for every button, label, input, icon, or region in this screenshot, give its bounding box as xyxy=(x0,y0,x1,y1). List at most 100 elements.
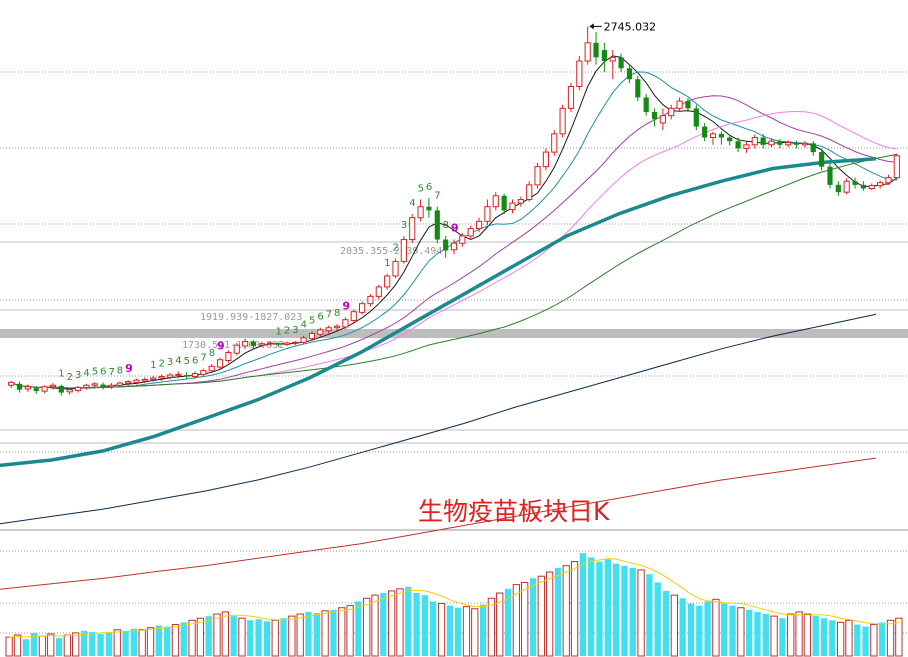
candle xyxy=(709,131,717,145)
volume-bar xyxy=(803,613,812,657)
td-count-label: 8 xyxy=(117,366,123,377)
candle xyxy=(100,382,106,390)
td-count-label: 5 xyxy=(92,366,98,377)
volume-bar xyxy=(97,633,104,656)
candle xyxy=(58,384,64,396)
candle-body xyxy=(24,386,31,390)
candle-body xyxy=(325,327,332,332)
candle xyxy=(467,225,474,240)
td-count-label: 6 xyxy=(100,366,106,377)
volume-bar xyxy=(405,586,412,656)
volume-bar xyxy=(30,632,38,656)
volume-bar xyxy=(5,636,13,657)
td-count-label: 3 xyxy=(167,357,173,368)
td-count-label: 3 xyxy=(292,325,298,336)
peak-label: 2745.032 xyxy=(604,20,657,33)
candle xyxy=(242,338,249,349)
candle-body xyxy=(33,388,39,392)
volume-bar xyxy=(38,635,47,657)
volume-bar xyxy=(305,611,312,656)
candle xyxy=(443,235,449,258)
volume-bar xyxy=(454,607,462,656)
candle-body xyxy=(375,286,382,297)
candle xyxy=(184,372,190,380)
volume-bar xyxy=(471,608,479,657)
grid-lines xyxy=(0,71,908,634)
td-count-label: 8 xyxy=(209,348,215,359)
volume-bar xyxy=(820,618,828,656)
volume-bar xyxy=(545,571,554,657)
candle xyxy=(450,239,458,255)
candle-body xyxy=(735,141,741,149)
candle-body xyxy=(350,311,357,321)
td-count-label: 7 xyxy=(434,191,440,202)
td-count-label: 5 xyxy=(184,356,190,367)
candle-body xyxy=(626,68,633,80)
candle-body xyxy=(534,166,541,186)
volume-bar xyxy=(22,639,29,656)
band-lines: 2035.355-2039.494 1919.939-1827.023 1730.5… xyxy=(0,241,908,444)
candle xyxy=(83,383,90,390)
volume-bar xyxy=(754,611,761,656)
candle-body xyxy=(49,384,57,388)
volume-bar xyxy=(654,582,661,656)
candle-body xyxy=(317,329,324,335)
volume-bar xyxy=(787,613,795,657)
candle-body xyxy=(542,151,549,168)
volume-bar xyxy=(462,606,471,657)
candle-body xyxy=(359,303,366,313)
candle xyxy=(267,341,274,346)
candle xyxy=(517,196,524,207)
candle xyxy=(133,378,140,385)
band-label: 1919.939-1827.023 xyxy=(200,312,302,323)
candle xyxy=(116,381,123,388)
candle xyxy=(635,75,641,102)
candle xyxy=(24,384,31,392)
candle-body xyxy=(83,384,90,388)
volume-bar xyxy=(762,614,769,656)
candle xyxy=(885,174,892,185)
volume-bar xyxy=(89,631,96,656)
volume-bar xyxy=(363,597,371,657)
candle-body xyxy=(308,333,316,340)
candle xyxy=(727,135,733,146)
volume-bar xyxy=(105,632,113,656)
volume-bar xyxy=(171,624,180,657)
volume-bar xyxy=(122,630,129,656)
volume-bar xyxy=(238,617,246,657)
candle-body xyxy=(191,373,199,378)
volume-bar xyxy=(155,625,162,656)
candle-body xyxy=(426,206,432,211)
volume-bar xyxy=(621,565,628,656)
volume-bar xyxy=(296,613,304,657)
candle xyxy=(191,371,199,379)
volume-bar xyxy=(604,559,611,656)
candle-body xyxy=(475,220,483,230)
volume-bar xyxy=(770,615,778,657)
candle-body xyxy=(333,325,341,329)
candles xyxy=(8,26,900,396)
candle-body xyxy=(292,341,299,344)
volume-bar xyxy=(247,620,254,656)
candle xyxy=(409,214,416,244)
volume-bar xyxy=(596,561,603,656)
candle xyxy=(367,294,374,307)
candle-body xyxy=(668,107,675,117)
candle-body xyxy=(409,217,416,241)
volume-panel xyxy=(5,553,903,657)
volume-bar xyxy=(55,638,63,656)
candle xyxy=(777,138,783,149)
candle-body xyxy=(275,343,282,345)
volume-bar xyxy=(321,610,329,657)
candle-body xyxy=(450,242,458,251)
candle-body xyxy=(233,344,240,354)
volume-bar xyxy=(371,594,379,657)
volume-bar xyxy=(562,565,570,657)
candle xyxy=(459,232,466,247)
candle xyxy=(835,181,841,196)
volume-bar xyxy=(396,588,404,657)
candle xyxy=(693,104,699,131)
candle-body xyxy=(58,386,64,393)
volume-bar xyxy=(537,575,545,657)
